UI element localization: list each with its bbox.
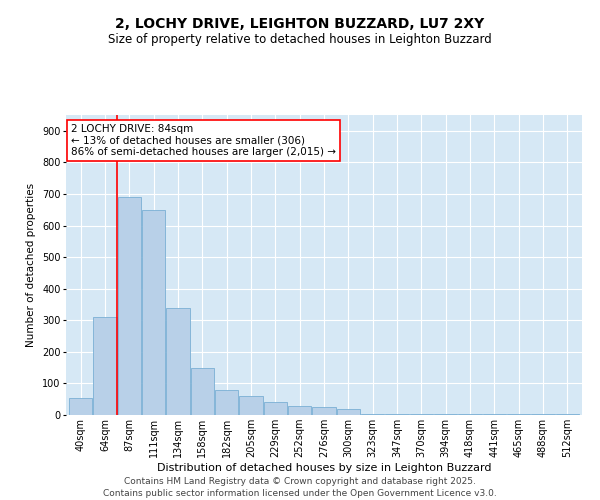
Bar — [288, 406, 311, 415]
Bar — [142, 210, 165, 415]
Bar — [313, 407, 335, 415]
Bar — [507, 414, 530, 415]
Text: Contains HM Land Registry data © Crown copyright and database right 2025.
Contai: Contains HM Land Registry data © Crown c… — [103, 476, 497, 498]
X-axis label: Distribution of detached houses by size in Leighton Buzzard: Distribution of detached houses by size … — [157, 463, 491, 473]
Bar — [118, 197, 141, 415]
Bar — [69, 398, 92, 415]
Bar — [361, 414, 384, 415]
Bar — [94, 317, 116, 415]
Bar — [410, 414, 433, 415]
Bar — [458, 414, 482, 415]
Text: 2 LOCHY DRIVE: 84sqm
← 13% of detached houses are smaller (306)
86% of semi-deta: 2 LOCHY DRIVE: 84sqm ← 13% of detached h… — [71, 124, 336, 157]
Y-axis label: Number of detached properties: Number of detached properties — [26, 183, 37, 347]
Bar — [239, 396, 263, 415]
Bar — [191, 368, 214, 415]
Text: Size of property relative to detached houses in Leighton Buzzard: Size of property relative to detached ho… — [108, 32, 492, 46]
Text: 2, LOCHY DRIVE, LEIGHTON BUZZARD, LU7 2XY: 2, LOCHY DRIVE, LEIGHTON BUZZARD, LU7 2X… — [115, 18, 485, 32]
Bar — [385, 414, 409, 415]
Bar — [556, 414, 579, 415]
Bar — [434, 414, 457, 415]
Bar — [215, 390, 238, 415]
Bar — [532, 414, 554, 415]
Bar — [337, 408, 360, 415]
Bar — [166, 308, 190, 415]
Bar — [264, 402, 287, 415]
Bar — [483, 414, 506, 415]
